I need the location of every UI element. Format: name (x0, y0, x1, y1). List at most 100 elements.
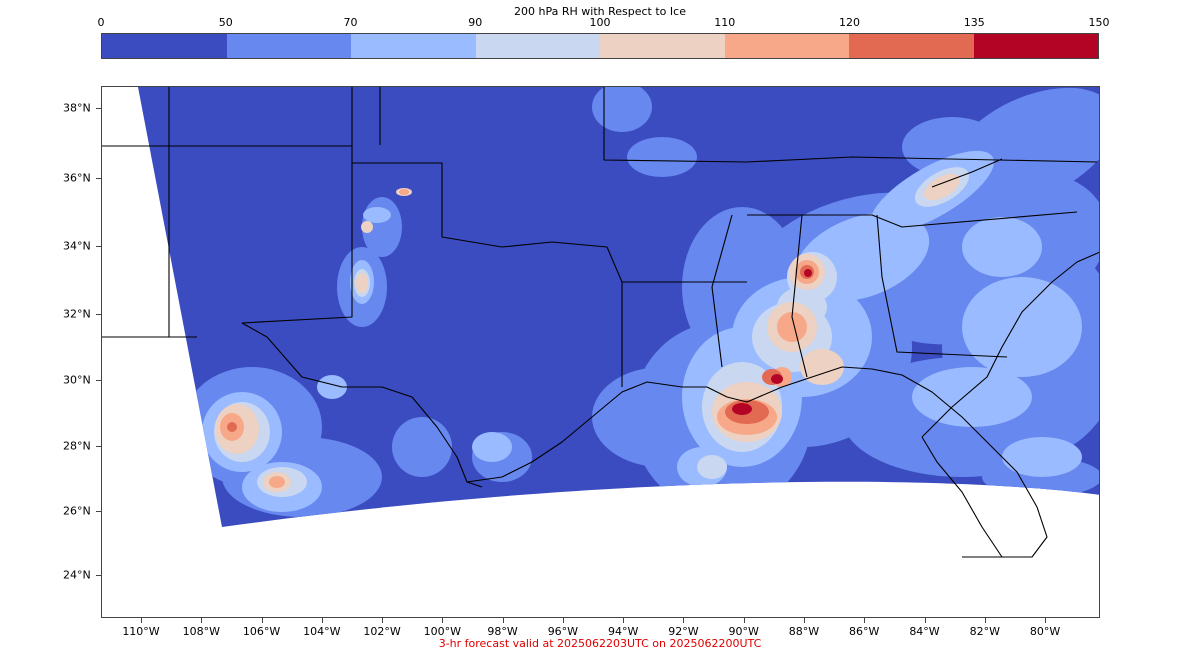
boundary-line (352, 162, 623, 283)
colorbar-segment (102, 34, 227, 58)
colorbar-segment (226, 34, 351, 58)
humidity-contour (363, 207, 391, 223)
boundary-line (241, 322, 483, 488)
longitude-tick (201, 618, 203, 623)
humidity-contour (317, 375, 347, 399)
colorbar-tick-label: 0 (97, 16, 105, 29)
longitude-label: 94°W (607, 625, 639, 638)
longitude-tick (442, 618, 444, 623)
humidity-contour (804, 269, 812, 277)
longitude-label: 96°W (547, 625, 579, 638)
longitude-label: 92°W (668, 625, 699, 638)
longitude-tick (803, 618, 805, 623)
humidity-contour (356, 273, 368, 293)
boundary-line (746, 156, 1098, 163)
humidity-contour (777, 312, 807, 342)
humidity-contour (697, 455, 727, 479)
boundary-line (876, 214, 1008, 358)
colorbar-segment (600, 34, 725, 58)
longitude-tick (683, 618, 685, 623)
humidity-contour (962, 217, 1042, 277)
humidity-contour (627, 137, 697, 177)
longitude-tick (864, 618, 866, 623)
colorbar-tick-label: 90 (468, 16, 483, 29)
state-and-coast-boundaries (102, 87, 1099, 558)
longitude-label: 90°W (728, 625, 759, 638)
longitude-label: 84°W (909, 625, 940, 638)
longitude-tick (321, 618, 323, 623)
longitude-label: 108°W (182, 625, 220, 638)
map-panel (101, 86, 1100, 618)
humidity-contour (800, 349, 844, 385)
longitude-tick (382, 618, 384, 623)
longitude-tick (924, 618, 926, 623)
longitude-label: 110°W (122, 625, 160, 638)
longitude-tick (623, 618, 625, 623)
longitude-tick (743, 618, 745, 623)
colorbar-segment (849, 34, 974, 58)
longitude-tick (502, 618, 504, 623)
longitude-tick (261, 618, 263, 623)
boundary-line (747, 211, 1078, 228)
humidity-contour (912, 367, 1032, 427)
boundary-line (931, 158, 1003, 188)
longitude-label: 80°W (1029, 625, 1061, 638)
latitude-tick (96, 511, 101, 512)
latitude-label: 34°N (63, 239, 91, 253)
longitude-label: 102°W (363, 625, 401, 638)
longitude-label: 106°W (242, 625, 281, 638)
latitude-label: 28°N (63, 439, 91, 453)
boundary-line (791, 214, 808, 378)
latitude-label: 36°N (63, 171, 91, 185)
colorbar-tick-label: 50 (218, 16, 233, 29)
boundary-line (921, 251, 1099, 438)
humidity-contour (947, 87, 1099, 207)
forecast-caption: 3-hr forecast valid at 2025062203UTC on … (438, 637, 762, 650)
humidity-contour (399, 189, 409, 195)
latitude-tick (96, 178, 101, 179)
longitude-label: 104°W (303, 625, 341, 638)
longitude-label: 100°W (423, 625, 462, 638)
colorbar-tick-label: 135 (963, 16, 985, 29)
colorbar-title: 200 hPa RH with Respect to Ice (514, 5, 686, 18)
latitude-label: 24°N (63, 568, 91, 582)
humidity-contour (269, 476, 285, 488)
boundary-line (603, 87, 748, 163)
colorbar-tick-label: 120 (839, 16, 860, 29)
longitude-label: 82°W (969, 625, 1000, 638)
humidity-contour (361, 221, 373, 233)
colorbar-tick-label: 70 (343, 16, 358, 29)
colorbar-segment (475, 34, 600, 58)
latitude-label: 26°N (63, 504, 91, 518)
humidity-contours (182, 87, 1099, 517)
longitude-label: 98°W (487, 625, 518, 638)
longitude-label: 88°W (788, 625, 820, 638)
humidity-contour (392, 417, 452, 477)
humidity-contour (962, 277, 1082, 377)
latitude-tick (96, 314, 101, 315)
boundary-line (169, 145, 353, 324)
longitude-label: 86°W (849, 625, 880, 638)
humidity-contour (1002, 437, 1082, 477)
boundary-line (711, 214, 733, 368)
latitude-label: 38°N (63, 101, 91, 115)
rh-field-map (102, 87, 1099, 617)
latitude-tick (96, 446, 101, 447)
latitude-tick (96, 575, 101, 576)
humidity-contour (592, 87, 652, 132)
latitude-tick (96, 380, 101, 381)
colorbar-segment (724, 34, 849, 58)
colorbar-segment (351, 34, 476, 58)
humidity-contour (472, 432, 512, 462)
humidity-contour (227, 422, 237, 432)
colorbar-tick-label: 100 (589, 16, 611, 29)
colorbar-tick-label: 110 (714, 16, 736, 29)
humidity-contour (732, 403, 752, 415)
colorbar-tick-label: 150 (1088, 16, 1110, 29)
latitude-tick (96, 246, 101, 247)
boundary-line (466, 366, 1048, 558)
humidity-contour (771, 374, 783, 384)
colorbar-segment (973, 34, 1098, 58)
latitude-label: 30°N (63, 373, 91, 387)
longitude-tick (984, 618, 986, 623)
